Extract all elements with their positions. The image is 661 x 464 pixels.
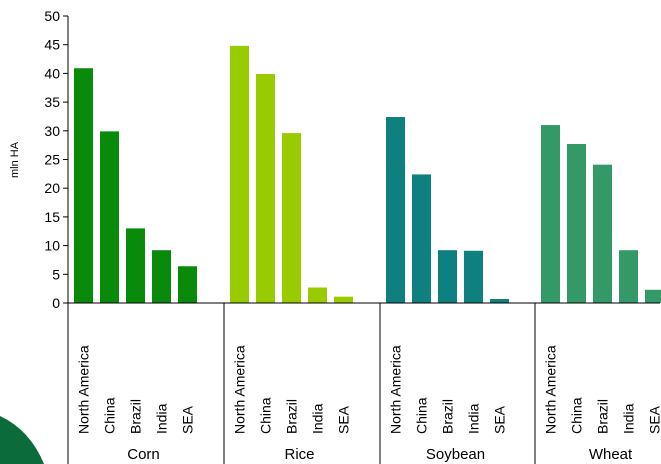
x-category-label: North America <box>76 345 92 434</box>
y-axis: 0 5 10 15 20 25 30 35 40 45 50 <box>44 8 69 311</box>
x-category-label: China <box>258 397 274 434</box>
x-category-label: SEA <box>492 405 508 434</box>
bar <box>282 133 301 303</box>
x-category-label: North America <box>543 345 559 434</box>
bar <box>464 250 483 303</box>
y-tick-label: 35 <box>44 94 60 110</box>
series-group-rice <box>230 45 353 304</box>
x-group-label: Corn <box>127 446 160 463</box>
y-tick-label: 50 <box>44 8 60 24</box>
x-category-label: Brazil <box>440 399 456 434</box>
x-category-label: India <box>310 403 326 434</box>
series-group-corn <box>74 68 197 303</box>
bar <box>256 73 275 303</box>
bar <box>619 250 638 303</box>
y-tick-label: 0 <box>52 295 60 311</box>
x-category-label: India <box>154 403 170 434</box>
y-tick-label: 40 <box>44 65 60 81</box>
x-category-label: SEA <box>336 405 352 434</box>
x-category-label: Brazil <box>128 399 144 434</box>
x-category-label: India <box>621 403 637 434</box>
x-category-label: China <box>569 397 585 434</box>
x-category-label: SEA <box>180 405 196 434</box>
corner-decoration <box>0 416 44 464</box>
bar <box>126 228 145 303</box>
bar <box>100 131 119 303</box>
bar <box>74 68 93 303</box>
y-tick-label: 20 <box>44 180 60 196</box>
y-tick-label: 30 <box>44 123 60 139</box>
bar <box>152 250 171 303</box>
bar <box>438 250 457 303</box>
y-tick-label: 25 <box>44 152 60 168</box>
series-group-wheat <box>541 125 661 303</box>
x-category-label: Brazil <box>284 399 300 434</box>
bar <box>178 266 197 303</box>
bar <box>541 125 560 303</box>
x-category-label: North America <box>232 345 248 434</box>
bar <box>593 164 612 303</box>
y-tick-label: 15 <box>44 209 60 225</box>
bar <box>567 144 586 303</box>
x-category-label: China <box>102 397 118 434</box>
bar <box>230 45 249 304</box>
x-category-label: Brazil <box>595 399 611 434</box>
x-category-label: India <box>466 403 482 434</box>
bar <box>334 296 353 303</box>
x-category-label: SEA <box>647 405 661 434</box>
x-group-label: Rice <box>284 446 314 463</box>
x-category-label: China <box>414 397 430 434</box>
x-group-label: Soybean <box>426 446 485 463</box>
series-group-soybean <box>386 117 509 303</box>
bar <box>490 298 509 303</box>
bar <box>386 117 405 303</box>
bar <box>645 289 661 303</box>
y-axis-label: mln HA <box>9 141 21 178</box>
y-tick-label: 5 <box>52 266 60 282</box>
bar <box>308 287 327 303</box>
x-group-label: Wheat <box>589 446 633 463</box>
x-axis: North America China Brazil India SEA Corn Nort… <box>67 302 661 464</box>
bar <box>412 174 431 303</box>
y-tick-label: 10 <box>44 238 60 254</box>
y-tick-label: 45 <box>44 37 60 53</box>
x-category-label: North America <box>388 345 404 434</box>
